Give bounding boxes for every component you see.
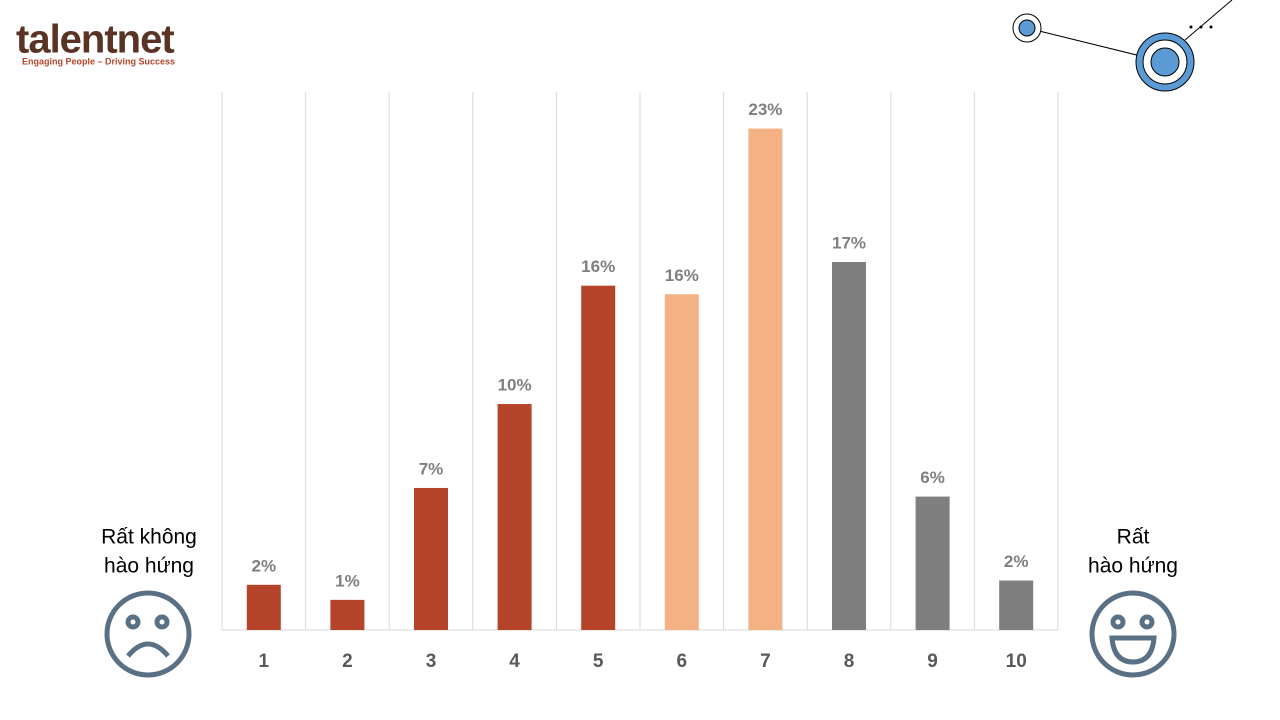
x-tick-label: 4 [509,651,520,672]
logo-tagline: Engaging People – Driving Success [22,56,175,66]
x-tick-label: 10 [1006,651,1027,672]
bar [832,262,866,630]
data-label: 10% [498,376,532,395]
bar [581,285,616,630]
left-annotation: hào hứng [104,555,194,578]
data-label: 1% [335,571,360,590]
x-tick-label: 6 [677,651,688,672]
x-tick-label: 5 [593,651,604,672]
bar [330,599,365,630]
x-tick-label: 1 [259,651,270,672]
bar [497,404,532,630]
data-label: 2% [252,556,277,575]
data-label: 16% [665,266,699,285]
happy-face [1089,590,1177,678]
right-annotation: Rất [1117,526,1150,549]
bar [664,294,699,630]
x-tick-label: 3 [426,651,437,672]
bar [246,584,281,630]
x-tick-label: 9 [927,651,938,672]
bar [915,496,950,630]
right-annotation: hào hứng [1088,555,1178,578]
data-label: 17% [832,233,866,252]
data-label: 2% [1004,552,1029,571]
logo-name: talentnet [16,18,174,62]
data-label: 7% [419,459,444,478]
data-label: 16% [581,257,615,276]
decoration [1012,0,1233,92]
bar [748,128,783,631]
data-label: 6% [920,468,945,487]
x-tick-label: 8 [844,651,855,672]
sad-face [104,590,192,678]
x-tick-label: 7 [760,651,771,672]
data-label: 23% [748,100,782,119]
x-tick-label: 2 [342,651,353,672]
bar [999,580,1034,630]
left-annotation: Rất không [101,526,197,549]
bar [414,487,448,630]
